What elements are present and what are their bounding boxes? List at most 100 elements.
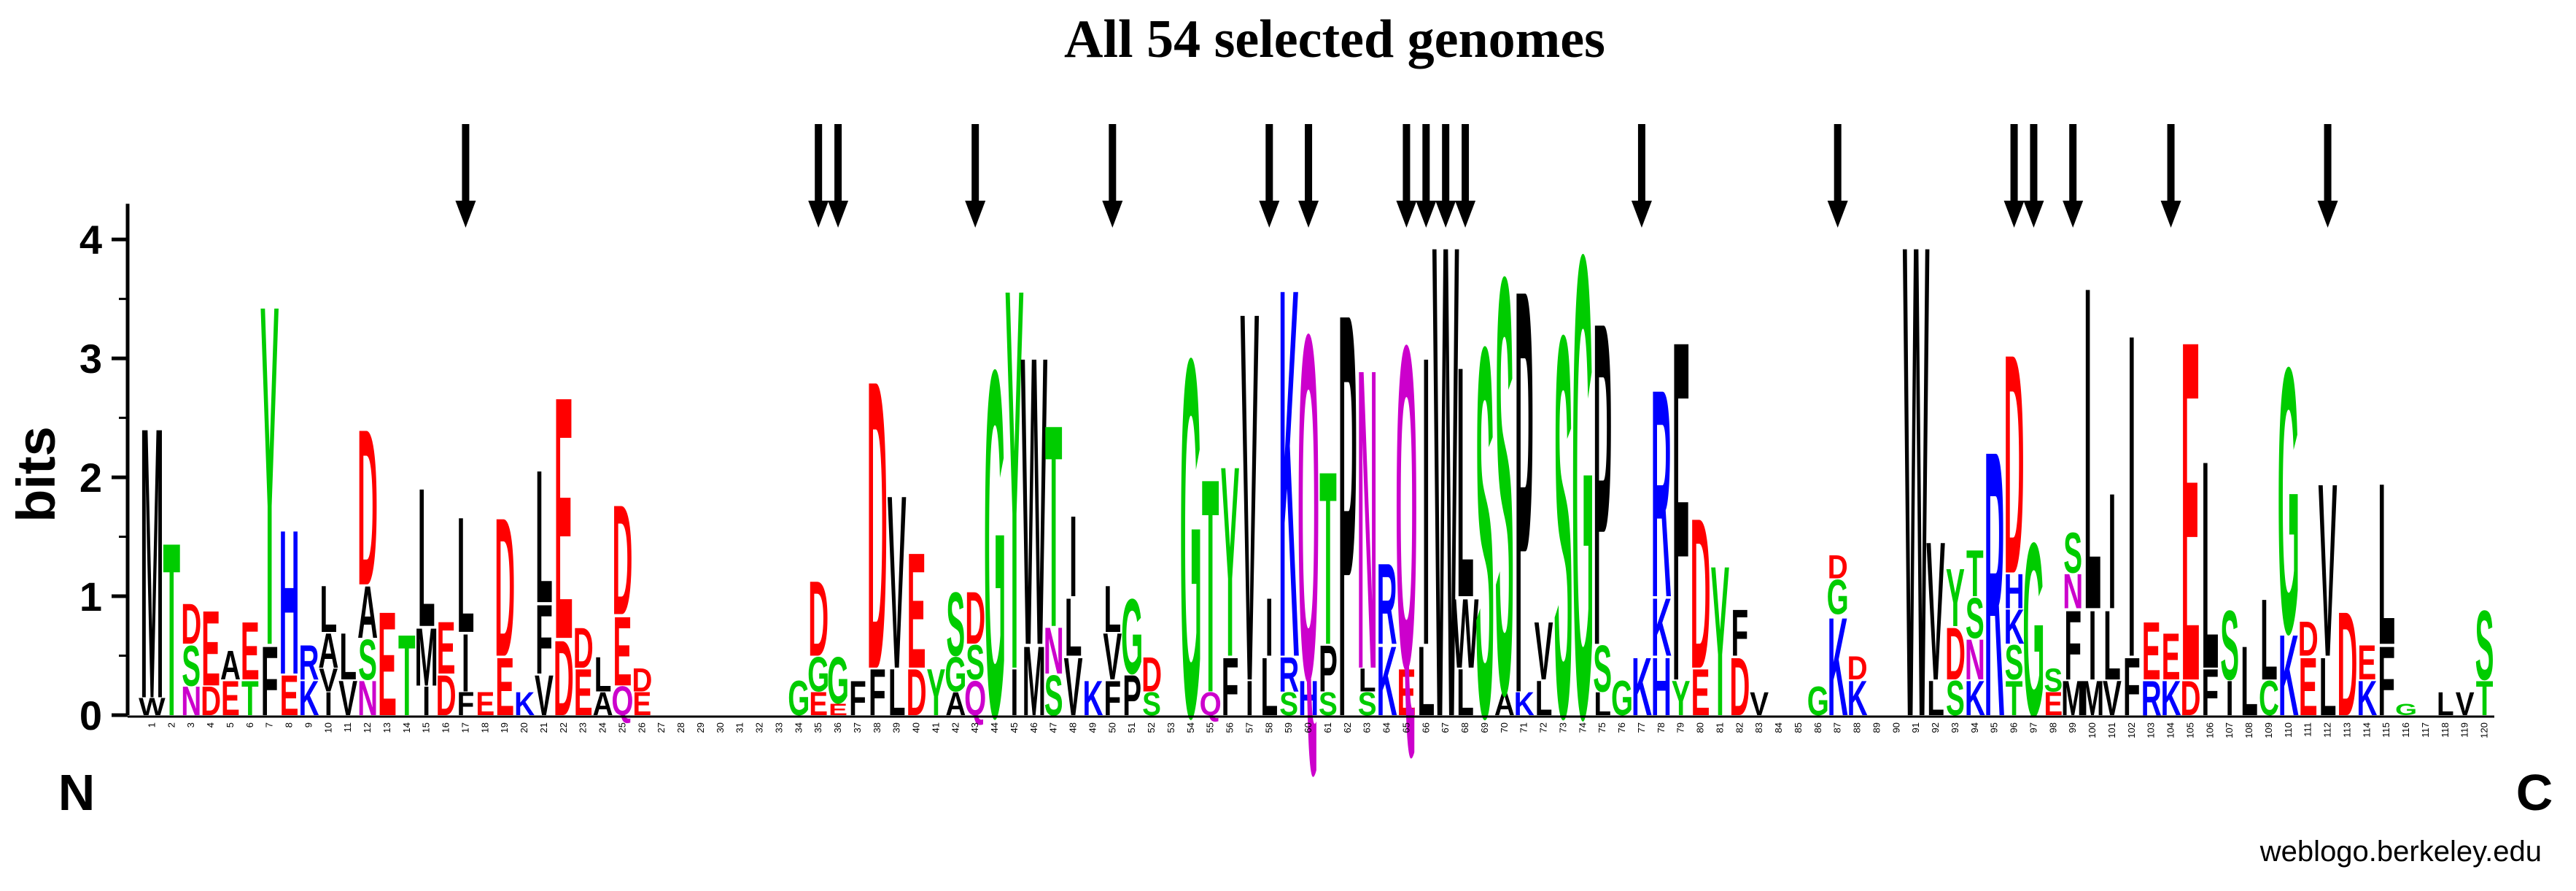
logo-letter: L — [1456, 298, 1474, 667]
logo-letter: L — [1927, 671, 1944, 726]
x-tick-label: 71 — [1518, 722, 1529, 733]
logo-letter: P — [1338, 191, 1357, 838]
x-tick-label: 29 — [695, 722, 706, 733]
logo-letter: L — [319, 572, 337, 646]
logo-letter: P — [1515, 168, 1534, 814]
logo-letter: F — [1222, 640, 1239, 733]
x-tick-label: 35 — [812, 722, 823, 733]
x-tick-label: 81 — [1714, 722, 1725, 733]
logo-letter: A — [220, 643, 241, 689]
arrow-marker — [808, 124, 829, 228]
arrow-marker — [2317, 124, 2338, 228]
logo-letter: T — [1045, 364, 1063, 687]
logo-letter: Q — [1395, 250, 1417, 766]
arrow-marker — [455, 124, 476, 228]
x-tick-label: 86 — [1812, 722, 1823, 733]
x-tick-label: 69 — [1479, 722, 1490, 733]
logo-letter: L — [535, 432, 553, 644]
x-tick-label: 33 — [773, 722, 784, 733]
x-tick-label: 17 — [459, 722, 470, 733]
logo-letter: M — [1023, 627, 1046, 737]
logo-letter: R — [1985, 372, 2005, 796]
x-tick-label: 14 — [401, 722, 412, 733]
logo-letter: L — [1260, 640, 1278, 733]
logo-letter: D — [1828, 549, 1848, 586]
x-tick-label: 58 — [1263, 722, 1274, 733]
logo-letter: S — [2475, 591, 2494, 701]
arrow-marker — [2160, 124, 2181, 228]
x-tick-label: 72 — [1538, 722, 1549, 733]
logo-letter: V — [1926, 501, 1945, 722]
logo-letter: D — [965, 577, 985, 660]
logo-letter: I — [2226, 671, 2234, 726]
logo-letter: E — [2181, 239, 2200, 783]
x-tick-label: 67 — [1440, 722, 1451, 733]
x-tick-label: 116 — [2400, 722, 2411, 738]
y-axis-label: bits — [6, 426, 66, 522]
x-tick-label: 10 — [322, 722, 333, 733]
x-tick-label: 74 — [1577, 722, 1588, 733]
x-tick-label: 63 — [1362, 722, 1373, 733]
y-tick-label: 1 — [79, 574, 102, 620]
c-terminus-label: C — [2516, 764, 2553, 821]
logo-letter: L — [1417, 627, 1435, 737]
logo-letter: I — [1069, 493, 1077, 622]
logo-letter: D — [612, 472, 632, 648]
logo-letter: F — [261, 627, 279, 737]
x-tick-label: 38 — [872, 722, 882, 733]
x-tick-label: 40 — [911, 722, 922, 733]
logo-letter: D — [867, 294, 888, 755]
logo-letter: L — [457, 483, 475, 667]
x-tick-label: 97 — [2028, 722, 2038, 733]
x-tick-label: 61 — [1322, 722, 1333, 733]
x-tick-label: 48 — [1068, 722, 1079, 733]
x-tick-label: 90 — [1890, 722, 1901, 733]
logo-letter: G — [1121, 576, 1143, 696]
logo-letter: L — [2378, 435, 2395, 693]
arrow-markers — [455, 124, 2338, 228]
logo-letter: I — [1246, 671, 1254, 726]
x-tick-label: 68 — [1459, 722, 1470, 733]
x-tick-label: 107 — [2224, 722, 2235, 738]
x-tick-label: 52 — [1146, 722, 1157, 733]
logo-letter: I — [462, 616, 470, 709]
logo-letter: S — [1966, 587, 1985, 651]
x-tick-label: 62 — [1342, 722, 1353, 733]
x-tick-label: 77 — [1636, 722, 1647, 733]
logo-letter: G — [1572, 117, 1594, 856]
arrow-marker — [1416, 124, 1437, 228]
x-tick-label: 3 — [185, 722, 196, 728]
logo-letter: D — [632, 662, 652, 699]
x-tick-label: 44 — [989, 722, 1000, 733]
logo-letter: E — [554, 325, 573, 712]
x-tick-label: 32 — [754, 722, 765, 733]
logo-letter: M — [140, 347, 163, 780]
x-tick-label: 34 — [793, 722, 804, 733]
logo-letter: T — [2476, 671, 2494, 726]
x-tick-label: 47 — [1048, 722, 1059, 733]
logo-letter: N — [1044, 614, 1064, 687]
logo-letter: S — [1554, 223, 1573, 832]
x-tick-label: 19 — [499, 722, 510, 733]
x-tick-label: 75 — [1597, 722, 1607, 733]
logo-letter: L — [1103, 572, 1121, 646]
logo-letter: I — [1011, 655, 1019, 729]
logo-letter: E — [201, 589, 220, 709]
logo-letter: F — [1672, 239, 1690, 783]
x-tick-label: 66 — [1420, 722, 1431, 733]
logo-letter: N — [2063, 563, 2083, 619]
logo-letter: M — [415, 610, 438, 703]
x-tick-label: 28 — [675, 722, 686, 733]
x-tick-label: 5 — [225, 722, 236, 728]
logo-letter: G — [984, 267, 1006, 820]
logo-letter: L — [339, 620, 357, 693]
logo-letter: I — [422, 679, 430, 725]
logo-letter: E — [2142, 604, 2161, 697]
logo-letter: P — [1593, 227, 1612, 743]
logo-letter: D — [573, 617, 594, 681]
logo-letter: K — [2278, 612, 2299, 741]
x-tick-label: 2 — [166, 722, 176, 728]
logo-letter: D — [1945, 613, 1966, 696]
logo-letter: E — [613, 597, 632, 707]
